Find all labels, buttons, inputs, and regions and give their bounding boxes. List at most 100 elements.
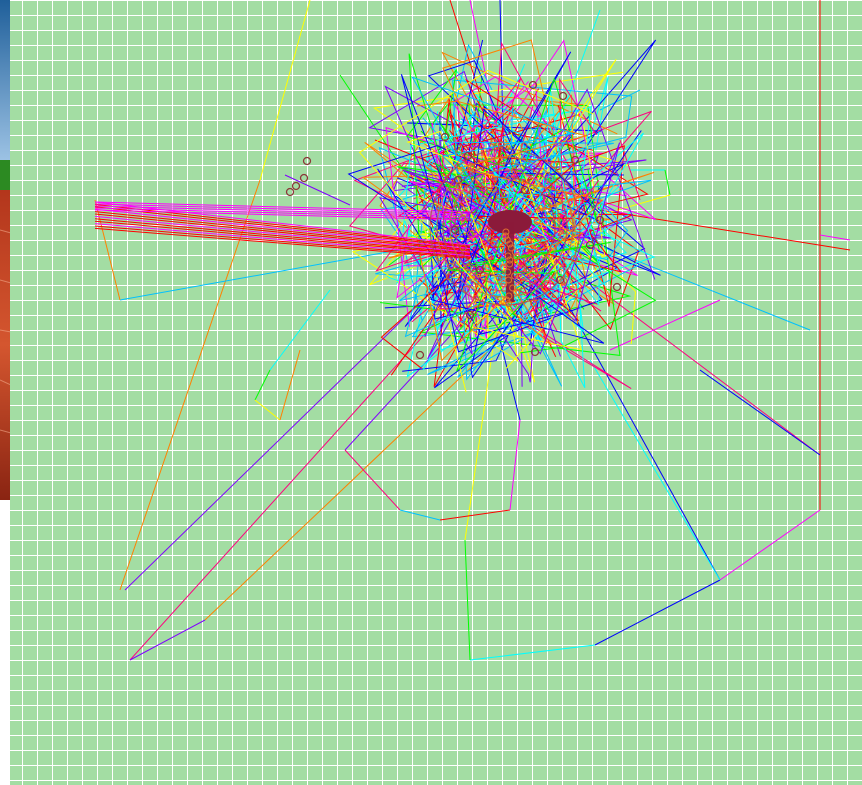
- trajectory-line: [619, 139, 641, 201]
- ray-line: [94, 211, 471, 251]
- ray-line: [94, 215, 471, 253]
- node-marker: [511, 167, 519, 175]
- node-marker: [485, 252, 493, 260]
- ray-line: [94, 208, 471, 250]
- node-marker: [285, 187, 295, 197]
- node-markers: [285, 80, 622, 360]
- node-marker: [574, 187, 582, 195]
- trajectory-path: [400, 74, 642, 379]
- node-marker: [555, 275, 565, 285]
- orbit-ring: [449, 169, 561, 285]
- hub-stem: [506, 222, 514, 302]
- stem-node: [505, 292, 513, 300]
- node-marker: [570, 255, 578, 263]
- trajectory-line: [599, 89, 641, 111]
- node-marker: [415, 350, 425, 360]
- node-marker: [539, 237, 547, 245]
- ray-line: [94, 227, 471, 259]
- node-marker: [459, 214, 467, 222]
- trajectory-line: [399, 509, 441, 521]
- node-marker: [595, 215, 605, 225]
- trajectory-path: [401, 167, 519, 227]
- node-marker: [302, 156, 312, 166]
- node-marker: [453, 175, 463, 185]
- node-marker: [490, 185, 498, 193]
- stem-node: [507, 244, 515, 252]
- node-marker: [291, 181, 301, 191]
- trajectory-line: [469, 644, 596, 661]
- node-marker: [505, 300, 513, 308]
- stem-node: [504, 252, 512, 260]
- stem-node: [505, 276, 513, 284]
- node-marker: [530, 299, 538, 307]
- node-marker: [530, 347, 540, 357]
- trajectory-line: [254, 399, 281, 421]
- node-marker: [299, 173, 309, 183]
- node-marker: [455, 149, 463, 157]
- stem-node: [509, 284, 517, 292]
- trajectory-line: [129, 619, 206, 661]
- trajectory-line: [259, 0, 311, 181]
- node-marker: [436, 254, 444, 262]
- trajectory-line: [269, 289, 331, 371]
- node-marker: [477, 197, 485, 205]
- ray-line: [94, 220, 471, 256]
- trajectory-line: [559, 289, 721, 581]
- trajectory-path: [397, 129, 563, 189]
- node-marker: [472, 295, 480, 303]
- trajectory-path: [347, 145, 624, 353]
- trajectory-line: [664, 169, 671, 196]
- node-marker: [447, 262, 455, 270]
- node-marker: [463, 151, 473, 161]
- trajectory-line: [464, 229, 511, 541]
- trajectory-line: [344, 449, 401, 511]
- ray-line: [94, 207, 471, 219]
- node-marker: [560, 232, 568, 240]
- trajectory-line: [559, 259, 821, 456]
- node-marker: [520, 142, 528, 150]
- node-marker: [455, 181, 463, 189]
- trajectory-line: [204, 339, 501, 621]
- node-marker: [585, 240, 595, 250]
- stem-node: [500, 280, 508, 288]
- ray-line: [94, 201, 471, 213]
- node-marker: [462, 285, 470, 293]
- stem-node: [512, 288, 520, 296]
- node-marker: [463, 185, 471, 193]
- ray-line: [94, 225, 471, 258]
- node-marker: [520, 185, 530, 195]
- node-marker: [436, 204, 444, 212]
- stem-node: [502, 228, 510, 236]
- node-marker: [570, 155, 580, 165]
- trajectory-line: [254, 369, 271, 401]
- node-marker: [544, 202, 552, 210]
- node-marker: [550, 161, 558, 169]
- ray-line: [94, 206, 471, 248]
- trajectory-path: [395, 51, 605, 344]
- ray-line: [94, 209, 471, 221]
- trajectory-path: [388, 171, 655, 329]
- node-marker: [497, 141, 505, 149]
- node-marker: [467, 163, 475, 171]
- trajectory-line: [819, 234, 851, 241]
- trajectory-path: [416, 100, 604, 362]
- node-marker: [528, 80, 538, 90]
- grid-background: [10, 0, 862, 785]
- node-marker: [464, 264, 472, 272]
- node-marker: [495, 274, 503, 282]
- trajectory-line: [599, 194, 671, 216]
- node-marker: [490, 138, 498, 146]
- node-marker: [481, 185, 489, 193]
- trajectory-line: [279, 349, 301, 421]
- node-marker: [612, 282, 622, 292]
- node-marker: [495, 192, 503, 200]
- trajectory-line: [589, 359, 721, 581]
- node-marker: [560, 277, 568, 285]
- node-marker: [450, 225, 460, 235]
- ray-line: [94, 223, 471, 257]
- trajectory-line: [699, 369, 821, 456]
- trajectory-path: [404, 109, 579, 338]
- ray-line: [94, 218, 471, 254]
